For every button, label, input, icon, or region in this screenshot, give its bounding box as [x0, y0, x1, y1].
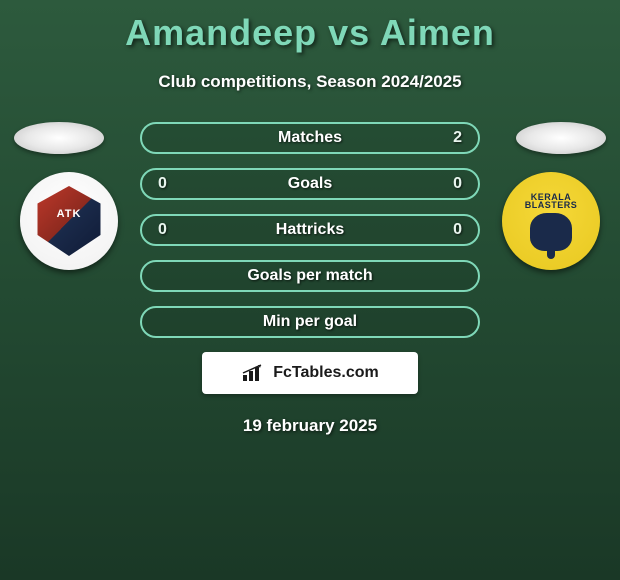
- stat-label: Matches: [278, 129, 342, 147]
- stat-right-value: 2: [442, 129, 462, 147]
- subtitle: Club competitions, Season 2024/2025: [0, 72, 620, 92]
- stat-row-hattricks: 0 Hattricks 0: [140, 214, 480, 246]
- stats-container: Matches 2 0 Goals 0 0 Hattricks 0 Goals …: [0, 122, 620, 338]
- stat-row-goals-per-match: Goals per match: [140, 260, 480, 292]
- branding-box[interactable]: FcTables.com: [202, 352, 418, 394]
- stat-row-min-per-goal: Min per goal: [140, 306, 480, 338]
- stat-row-matches: Matches 2: [140, 122, 480, 154]
- stat-label: Goals: [288, 175, 332, 193]
- stat-left-value: 0: [158, 175, 178, 193]
- branding-text: FcTables.com: [273, 364, 379, 382]
- stat-row-goals: 0 Goals 0: [140, 168, 480, 200]
- stat-label: Min per goal: [263, 313, 357, 331]
- stat-label: Hattricks: [276, 221, 344, 239]
- bar-chart-icon: [241, 363, 267, 383]
- page-title: Amandeep vs Aimen: [0, 0, 620, 54]
- date-text: 19 february 2025: [0, 416, 620, 436]
- stat-label: Goals per match: [247, 267, 372, 285]
- stat-right-value: 0: [442, 175, 462, 193]
- stat-left-value: 0: [158, 221, 178, 239]
- stat-right-value: 0: [442, 221, 462, 239]
